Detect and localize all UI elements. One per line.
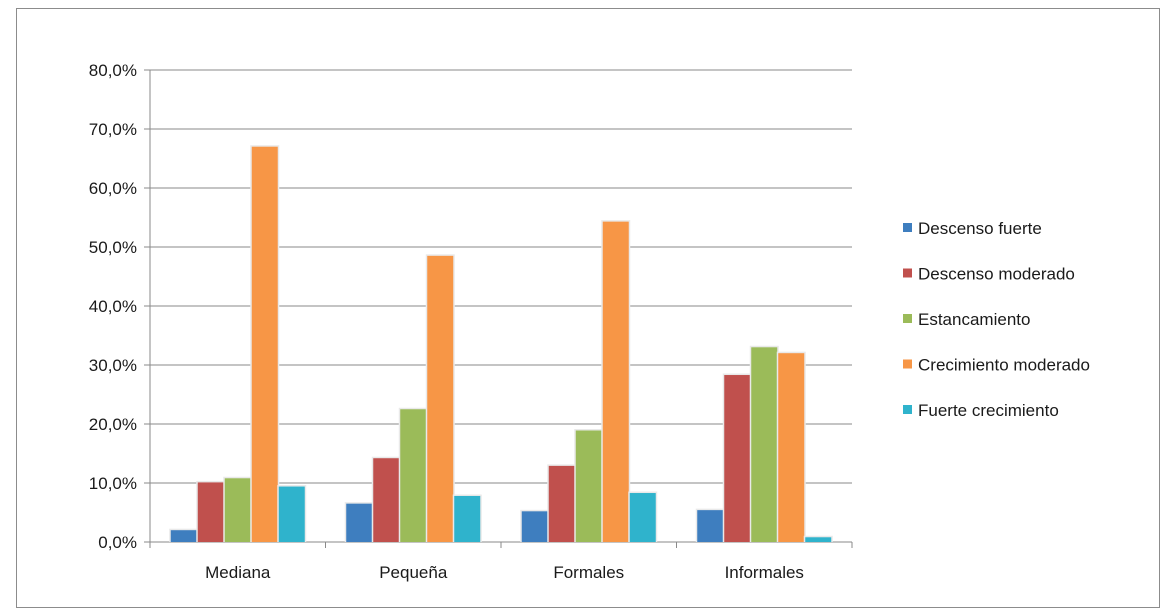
legend-swatch — [903, 314, 912, 323]
bar — [697, 510, 724, 542]
x-category-label: Pequeña — [379, 563, 448, 582]
bar — [751, 347, 778, 542]
bar — [224, 478, 251, 542]
legend-label: Fuerte crecimiento — [918, 401, 1059, 420]
bar — [724, 375, 751, 542]
legend-swatch — [903, 268, 912, 278]
bar — [197, 482, 224, 542]
bar — [400, 409, 427, 542]
bar — [346, 503, 373, 542]
y-tick-label: 0,0% — [98, 533, 137, 552]
bar — [278, 486, 305, 542]
bar — [575, 430, 602, 542]
x-category-label: Formales — [553, 563, 624, 582]
bar — [454, 495, 481, 542]
bar — [805, 537, 832, 542]
bar — [251, 146, 278, 542]
y-tick-label: 30,0% — [89, 356, 137, 375]
legend: Descenso fuerte Descenso moderado Estancam… — [903, 219, 1090, 420]
y-tick-label: 10,0% — [89, 474, 137, 493]
legend-label: Estancamiento — [918, 310, 1030, 329]
legend-swatch — [903, 223, 912, 232]
legend-swatch — [903, 405, 912, 414]
bar — [521, 511, 548, 542]
axis-labels: 0,0% 10,0% 20,0% 30,0% 40,0% 50,0% 60,0% 70,0% 8… — [89, 61, 804, 582]
y-tick-label: 40,0% — [89, 297, 137, 316]
y-tick-label: 60,0% — [89, 179, 137, 198]
y-tick-label: 20,0% — [89, 415, 137, 434]
bar — [427, 255, 454, 542]
y-tick-label: 50,0% — [89, 238, 137, 257]
bars — [169, 145, 833, 542]
y-tick-label: 80,0% — [89, 61, 137, 80]
legend-label: Crecimiento moderado — [918, 356, 1090, 375]
bar — [778, 353, 805, 542]
y-tick-label: 70,0% — [89, 120, 137, 139]
legend-label: Descenso fuerte — [918, 219, 1042, 238]
bar — [548, 465, 575, 542]
legend-label: Descenso moderado — [918, 265, 1075, 284]
legend-swatch — [903, 359, 912, 369]
bar — [629, 493, 656, 542]
x-category-label: Mediana — [205, 563, 271, 582]
bar — [373, 458, 400, 542]
bar — [602, 221, 629, 542]
x-category-label: Informales — [725, 563, 804, 582]
bar — [170, 530, 197, 542]
